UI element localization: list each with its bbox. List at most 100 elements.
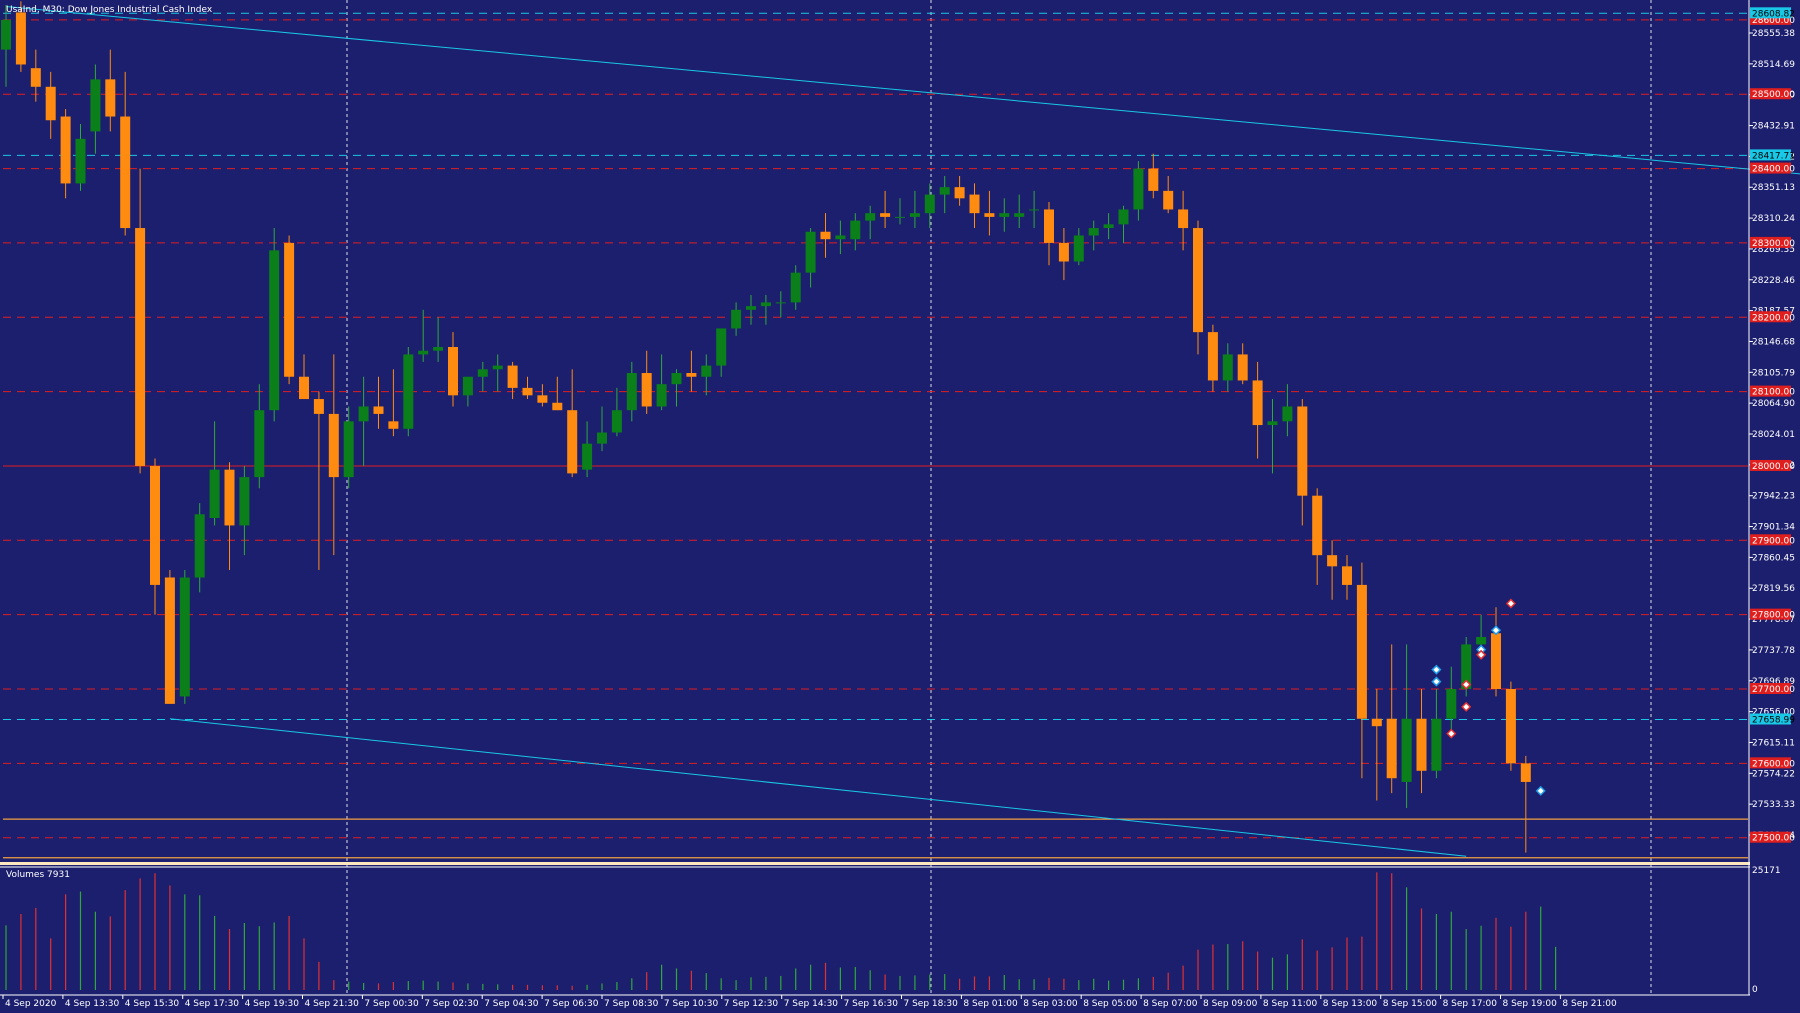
horizontal-levels xyxy=(3,12,1748,859)
level-label-bg xyxy=(1750,683,1791,694)
candle-body xyxy=(746,306,756,310)
price-tick-label: 28146.68 xyxy=(1752,337,1795,347)
candle-body xyxy=(462,376,473,396)
candle-body xyxy=(1237,354,1248,381)
candle-body xyxy=(1148,168,1159,191)
price-tick-label: 28351.13 xyxy=(1752,183,1795,193)
sell-marker xyxy=(1476,649,1487,660)
candle-body xyxy=(105,79,116,117)
price-tick-label: 27778.67 xyxy=(1752,615,1795,625)
candle-body xyxy=(30,68,41,87)
level-label: 27500.00 xyxy=(1752,834,1795,844)
price-tick-label: 27615.11 xyxy=(1752,738,1795,748)
price-tick-label: 27819.56 xyxy=(1752,584,1795,594)
candle-body xyxy=(1133,168,1144,210)
candle-body xyxy=(865,213,876,221)
time-label: 8 Sep 03:00 xyxy=(1023,999,1078,1009)
candle-body xyxy=(909,213,920,217)
candle-body xyxy=(179,577,190,697)
candle-body xyxy=(656,384,667,407)
time-grid xyxy=(346,0,1652,995)
candle-body xyxy=(239,477,250,526)
candle-body xyxy=(1073,235,1084,262)
candle-body xyxy=(626,373,637,411)
candle-body xyxy=(120,116,131,229)
time-label: 7 Sep 16:30 xyxy=(844,999,899,1009)
candle-body xyxy=(448,347,458,396)
candle-body xyxy=(820,231,831,240)
candle-body xyxy=(1163,190,1174,210)
time-label: 8 Sep 01:00 xyxy=(963,999,1018,1009)
trendline xyxy=(169,718,1467,857)
candle-body xyxy=(209,469,220,518)
candle-body xyxy=(805,231,816,273)
candle-body xyxy=(999,213,1010,217)
level-label: 27800.00 xyxy=(1752,611,1795,621)
level-label-bg xyxy=(1750,236,1791,248)
time-label: 4 Sep 2020 xyxy=(5,999,57,1009)
candle-body xyxy=(269,250,280,411)
price-tick-label: 28024.01 xyxy=(1752,430,1795,440)
candle-body xyxy=(284,242,295,377)
time-label: 7 Sep 04:30 xyxy=(484,999,539,1009)
volume-scale-top: 25171 xyxy=(1752,866,1781,876)
level-label-bg xyxy=(1750,311,1791,323)
time-label: 4 Sep 19:30 xyxy=(245,999,300,1009)
candle-body xyxy=(313,399,324,414)
candle-body xyxy=(135,228,146,466)
candle-body xyxy=(850,220,861,240)
candle-body xyxy=(328,413,339,478)
price-tick-label: 27901.34 xyxy=(1752,523,1795,533)
price-tick-label: 28514.69 xyxy=(1752,60,1795,70)
candle-body xyxy=(1401,718,1412,782)
volume-bars xyxy=(5,872,1557,990)
candle-body xyxy=(1267,421,1278,426)
level-label-bg xyxy=(1750,162,1791,174)
candle-body xyxy=(1222,354,1233,381)
level-label: 28600.00 xyxy=(1752,16,1795,26)
candle-body xyxy=(1505,689,1516,764)
candle-body xyxy=(1,19,11,50)
level-label: 27700.00 xyxy=(1752,685,1795,695)
candle-body xyxy=(1520,763,1531,782)
candle-body xyxy=(686,373,697,377)
time-label: 7 Sep 10:30 xyxy=(664,999,719,1009)
candle-body xyxy=(984,213,995,217)
level-label: 27900.00 xyxy=(1752,536,1795,546)
price-tick-label: 27860.45 xyxy=(1752,553,1795,563)
candle-body xyxy=(939,187,950,195)
buy-marker xyxy=(1431,664,1442,675)
candle-body xyxy=(1058,242,1069,262)
panel-separator xyxy=(0,862,1750,865)
candle-body xyxy=(433,347,444,351)
buy-marker xyxy=(1431,676,1442,687)
candle-body xyxy=(522,387,533,396)
candle-body xyxy=(15,12,26,65)
price-tick-label: 28064.90 xyxy=(1752,399,1795,409)
time-label: 7 Sep 18:30 xyxy=(904,999,959,1009)
candle-body xyxy=(880,213,891,217)
buy-marker xyxy=(1490,625,1502,636)
time-label: 8 Sep 17:00 xyxy=(1443,999,1498,1009)
candle-body xyxy=(552,402,563,411)
candle-body xyxy=(1252,380,1263,426)
candle-body xyxy=(45,86,56,121)
candle-body xyxy=(343,421,354,478)
level-label: 28417.71 xyxy=(1752,151,1795,161)
candle-body xyxy=(358,406,369,422)
time-label: 7 Sep 00:30 xyxy=(364,999,419,1009)
sell-marker xyxy=(1446,728,1457,739)
level-label-bg xyxy=(1750,608,1791,620)
candle-body xyxy=(701,365,712,377)
candle-body xyxy=(224,469,235,526)
candle-body xyxy=(895,216,905,218)
candle-body xyxy=(835,235,846,240)
candle-body xyxy=(1297,406,1308,496)
level-label: 27658.99 xyxy=(1752,715,1795,725)
candle-body xyxy=(1178,209,1189,229)
candle-body xyxy=(1416,718,1427,771)
candle-body xyxy=(611,410,622,433)
candle-body xyxy=(254,410,265,478)
